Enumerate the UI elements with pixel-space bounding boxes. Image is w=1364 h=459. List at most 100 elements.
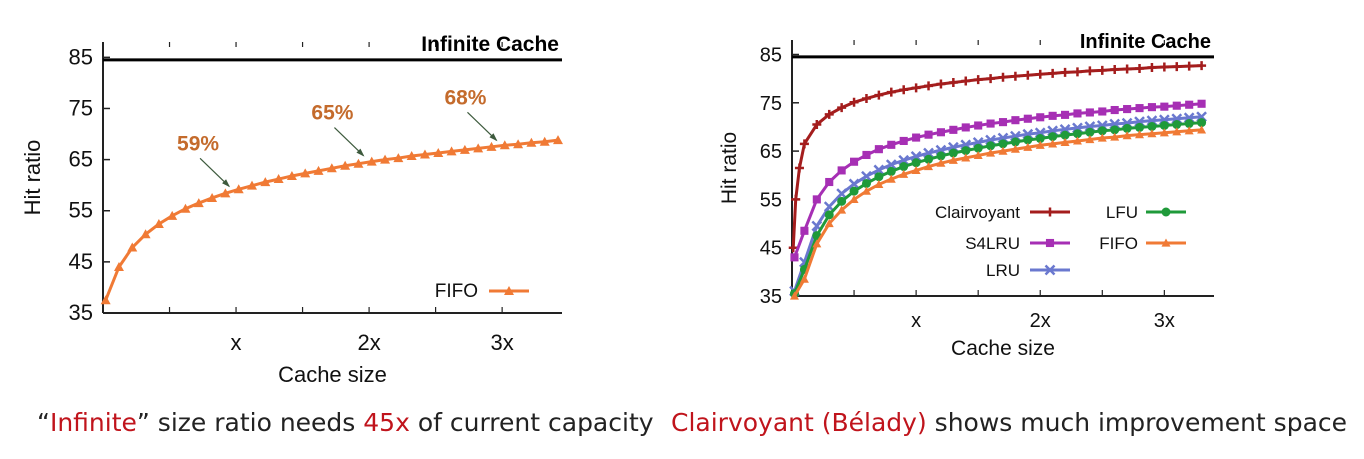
data-point-s4lru (986, 119, 995, 128)
data-point-lfu (998, 139, 1008, 149)
data-point-fifo (886, 174, 896, 183)
data-point-fifo (260, 177, 271, 187)
data-point-s4lru (1110, 105, 1119, 115)
data-point-fifo (207, 192, 218, 202)
legend-label-fifo: FIFO (1099, 234, 1138, 253)
data-point-clairvoyant (1023, 70, 1033, 80)
data-point-clairvoyant (1010, 71, 1020, 81)
data-point-clairvoyant (911, 83, 921, 93)
data-point-clairvoyant (837, 103, 847, 113)
y-tick-label: 45 (760, 238, 782, 260)
data-point-clairvoyant (998, 72, 1008, 82)
infinite-cache-label: Infinite Cache (1080, 31, 1211, 53)
y-tick-label: 35 (69, 300, 93, 325)
data-point-fifo (326, 163, 337, 173)
data-point-s4lru (1135, 104, 1144, 113)
data-point-s4lru (1123, 105, 1132, 114)
data-point-lru (861, 170, 872, 182)
data-point-lfu (924, 154, 934, 164)
data-point-s4lru (850, 157, 859, 166)
data-point-fifo (936, 158, 946, 167)
data-point-fifo (1172, 127, 1182, 136)
y-tick-label: 75 (69, 95, 93, 120)
data-point-clairvoyant (899, 85, 909, 95)
data-point-fifo (473, 143, 484, 153)
legend-marker-lfu (1161, 207, 1171, 217)
data-point-lfu (1110, 125, 1120, 135)
data-point-fifo (486, 141, 497, 151)
data-point-s4lru (874, 145, 883, 154)
data-point-lfu (1035, 134, 1045, 144)
x-axis-label: Cache size (278, 362, 387, 387)
data-point-fifo (824, 219, 834, 228)
data-point-s4lru (998, 118, 1008, 127)
data-point-fifo (874, 179, 884, 189)
data-point-s4lru (912, 133, 921, 142)
data-point-lfu (837, 196, 847, 206)
data-point-clairvoyant (824, 109, 834, 119)
data-point-fifo (948, 155, 958, 164)
data-point-s4lru (1160, 102, 1169, 111)
data-point-fifo (193, 198, 204, 208)
right-caption-clairvoyant: Clairvoyant (Bélady) (671, 408, 927, 437)
data-point-clairvoyant (886, 87, 896, 97)
data-point-lfu (1048, 132, 1058, 142)
data-point-fifo (1197, 125, 1207, 134)
legend-label-clairvoyant: Clairvoyant (935, 203, 1020, 222)
data-point-s4lru (1048, 111, 1057, 120)
data-point-fifo (220, 188, 231, 198)
data-point-s4lru (1085, 108, 1094, 117)
data-point-fifo (180, 203, 191, 213)
data-point-s4lru (949, 125, 958, 134)
y-tick-label: 55 (69, 198, 93, 223)
data-point-lfu (849, 186, 859, 196)
data-point-fifo (513, 139, 524, 149)
annotation-arrowhead (489, 133, 498, 142)
data-point-fifo (233, 184, 244, 194)
data-point-s4lru (790, 253, 799, 262)
data-point-s4lru (936, 128, 945, 137)
data-point-lfu (824, 210, 834, 220)
data-point-clairvoyant (791, 194, 801, 204)
data-point-fifo (812, 239, 822, 248)
legend-marker-clairvoyant (1045, 207, 1055, 217)
data-point-s4lru (899, 136, 908, 146)
data-point-s4lru (1147, 103, 1156, 112)
right-caption: Clairvoyant (Bélady) shows much improvem… (671, 408, 1347, 437)
data-point-clairvoyant (1048, 68, 1058, 78)
data-point-s4lru (887, 140, 896, 149)
data-point-fifo (499, 140, 510, 150)
y-tick-label: 55 (760, 189, 782, 211)
data-point-fifo (366, 156, 377, 166)
data-point-clairvoyant (1072, 67, 1082, 77)
legend-label-fifo: FIFO (435, 281, 478, 302)
data-point-lfu (1197, 118, 1207, 128)
data-point-fifo (1010, 144, 1020, 153)
data-point-clairvoyant (849, 97, 859, 107)
data-point-clairvoyant (986, 74, 996, 84)
x-tick-label: 3x (491, 330, 514, 355)
data-point-lfu (874, 172, 884, 182)
data-point-clairvoyant (924, 81, 934, 91)
annotation-label: 65% (311, 102, 353, 125)
y-tick-label: 65 (69, 147, 93, 172)
left-caption-tail: of current capacity (409, 408, 654, 437)
infinite-cache-label: Infinite Cache (421, 33, 559, 56)
data-point-s4lru (1011, 116, 1020, 125)
right-caption-tail: shows much improvement space (926, 408, 1348, 437)
series-line-lfu (793, 121, 1202, 295)
left-caption-45x: 45x (363, 408, 410, 437)
data-point-fifo (1135, 130, 1145, 139)
data-point-fifo (526, 137, 537, 147)
legend-label-s4lru: S4LRU (965, 234, 1020, 253)
series-line-lru (793, 115, 1202, 292)
data-point-fifo (433, 147, 444, 157)
left-caption-mid: ” size ratio needs (136, 408, 364, 437)
data-point-fifo (353, 158, 364, 168)
data-point-fifo (973, 150, 983, 160)
data-point-clairvoyant (861, 93, 871, 103)
data-point-fifo (300, 168, 311, 178)
data-point-s4lru (1023, 114, 1032, 123)
data-point-s4lru (800, 226, 809, 235)
data-point-fifo (313, 165, 324, 175)
